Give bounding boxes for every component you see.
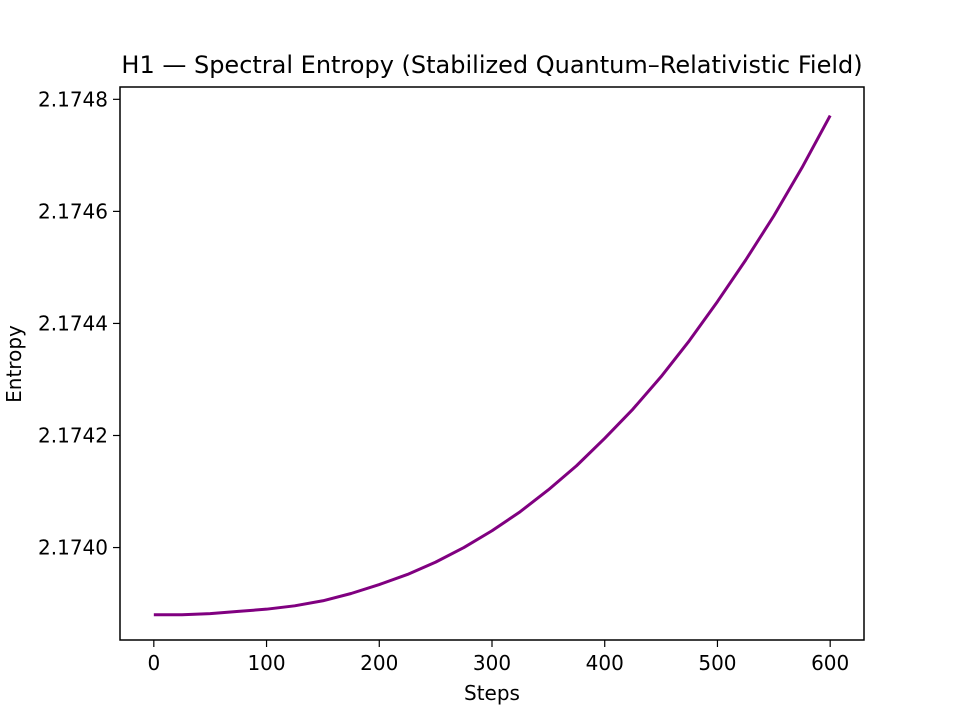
- x-tick-label: 500: [698, 651, 736, 675]
- x-tick-label: 400: [586, 651, 624, 675]
- x-tick-label: 0: [147, 651, 160, 675]
- x-tick-label: 200: [360, 651, 398, 675]
- x-tick-label: 300: [473, 651, 511, 675]
- y-tick-label: 2.1740: [38, 536, 108, 560]
- x-tick-label: 600: [811, 651, 849, 675]
- x-axis-label: Steps: [464, 681, 520, 705]
- y-tick-label: 2.1744: [38, 311, 108, 335]
- entropy-series-line: [153, 114, 832, 617]
- y-tick-label: 2.1748: [38, 87, 108, 111]
- x-axis: 0 100 200 300 400 500 600: [147, 640, 849, 675]
- y-axis: 2.1740 2.1742 2.1744 2.1746 2.1748: [38, 87, 120, 560]
- plot-area: [153, 114, 832, 617]
- chart-title: H1 — Spectral Entropy (Stabilized Quantu…: [121, 51, 862, 79]
- x-tick-label: 100: [247, 651, 285, 675]
- y-tick-label: 2.1746: [38, 199, 108, 223]
- y-axis-label: Entropy: [2, 325, 26, 403]
- y-tick-label: 2.1742: [38, 423, 108, 447]
